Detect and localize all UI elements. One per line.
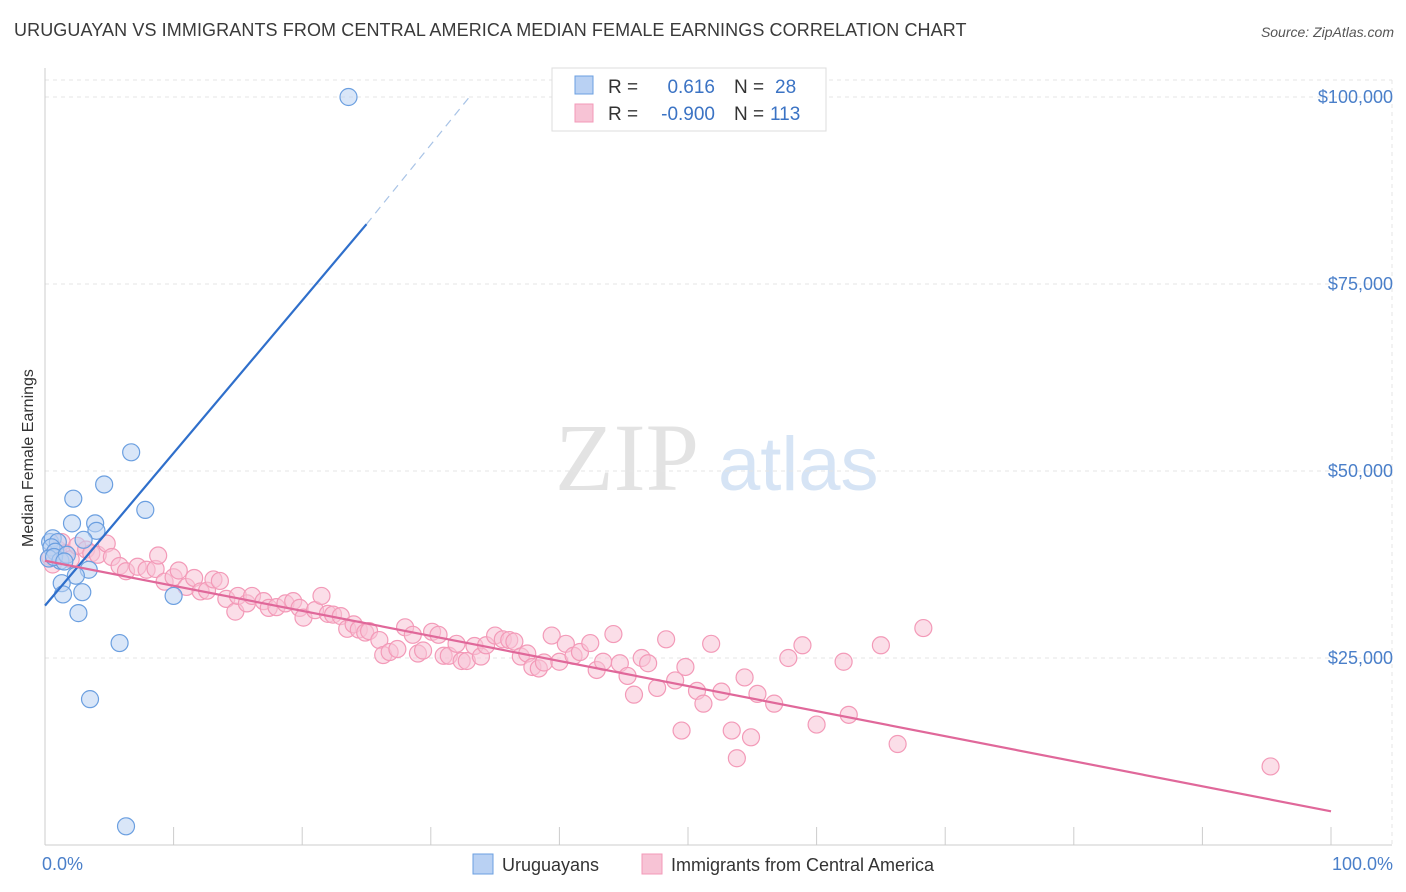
legend-r-label-2: R = (608, 104, 638, 125)
point-series1-97 (702, 634, 721, 653)
legend-n-label-1: N = (734, 77, 764, 98)
axes (44, 68, 1392, 846)
point-series1-20 (169, 561, 188, 580)
point-series1-109 (839, 705, 858, 724)
trend-lines (44, 96, 1332, 813)
point-series0-24 (164, 586, 183, 606)
point-series0-1 (122, 443, 141, 462)
legend-n-value-2: 113 (770, 104, 800, 125)
point-series1-52 (388, 639, 407, 659)
bottom-legend-central-america: Immigrants from Central America (671, 855, 935, 875)
point-series0-25 (69, 604, 88, 623)
point-series1-96 (694, 694, 713, 713)
point-series1-91 (657, 630, 676, 649)
watermark-zip: ZIP (555, 404, 699, 511)
legend-r-label-1: R = (608, 77, 638, 98)
point-series1-106 (793, 636, 812, 655)
watermark-atlas: atlas (718, 422, 879, 507)
point-series1-76 (542, 626, 561, 645)
legend-swatch-uruguayans (574, 75, 594, 95)
point-series0-3 (136, 500, 155, 519)
point-series0-28 (116, 817, 136, 836)
point-series1-102 (741, 728, 761, 747)
trend-line-uruguayans-extension (366, 96, 470, 225)
point-series0-8 (74, 530, 93, 549)
point-series0-18 (55, 552, 74, 571)
point-series1-17 (149, 546, 168, 565)
trend-line-central-america (44, 559, 1332, 813)
point-series1-110 (871, 636, 891, 655)
point-series1-89 (639, 654, 658, 673)
point-series1-54 (403, 625, 422, 644)
point-series1-58 (429, 625, 448, 644)
point-series1-113 (1261, 757, 1280, 776)
point-series1-101 (735, 668, 754, 687)
legend-r-value-1: 0.616 (667, 77, 715, 98)
point-series1-26 (210, 571, 229, 591)
y-tick-label-1: $50,000 (1328, 461, 1393, 481)
point-series0-0 (339, 87, 358, 107)
legend-r-value-2: -0.900 (661, 104, 715, 125)
x-tick-label-0: 0.0% (42, 854, 83, 874)
point-series0-4 (64, 489, 83, 508)
chart-title: URUGUAYAN VS IMMIGRANTS FROM CENTRAL AME… (14, 20, 967, 40)
point-series0-27 (80, 690, 100, 709)
point-series1-105 (779, 648, 798, 668)
y-tick-labels: $25,000 $50,000 $75,000 $100,000 (1318, 87, 1393, 668)
point-series1-94 (676, 657, 695, 677)
point-series0-22 (53, 585, 73, 604)
point-series1-40 (312, 586, 331, 606)
point-series1-108 (834, 652, 853, 671)
point-series1-111 (888, 734, 907, 754)
legend-n-label-2: N = (734, 104, 764, 125)
x-tick-label-1: 100.0% (1332, 854, 1393, 874)
bottom-legend-swatch-uruguayans (472, 853, 494, 875)
legend-swatch-central-america (574, 103, 594, 123)
point-series1-56 (413, 641, 433, 660)
point-series1-84 (604, 624, 623, 644)
y-axis-label: Median Female Earnings (20, 369, 37, 547)
bottom-legend-uruguayans: Uruguayans (502, 855, 599, 875)
point-series1-99 (722, 721, 741, 740)
y-tick-label-0: $25,000 (1328, 648, 1393, 668)
source-label: Source: ZipAtlas.com (1260, 24, 1394, 40)
point-series1-61 (447, 634, 466, 653)
y-tick-label-2: $75,000 (1328, 274, 1393, 294)
x-tick-labels: 0.0% 100.0% (42, 854, 1393, 874)
legend-box: R = 0.616 N = 28 R = -0.900 N = 113 (551, 67, 827, 132)
point-series1-81 (581, 633, 600, 653)
series-legend: Uruguayans Immigrants from Central Ameri… (472, 853, 935, 875)
point-series1-100 (727, 749, 746, 768)
trend-line-uruguayans (44, 223, 368, 607)
bottom-legend-swatch-central-america (641, 853, 663, 875)
data-points (39, 87, 1280, 836)
point-series0-23 (73, 583, 92, 602)
point-series0-26 (110, 633, 129, 653)
point-series1-87 (624, 685, 644, 704)
point-series0-7 (87, 521, 106, 540)
legend-n-value-1: 28 (775, 77, 796, 98)
point-series1-107 (807, 715, 826, 734)
point-series0-2 (95, 475, 114, 494)
point-series1-70 (505, 632, 524, 651)
point-series1-112 (914, 618, 933, 638)
point-series1-93 (672, 721, 691, 740)
y-tick-label-3: $100,000 (1318, 87, 1393, 107)
point-series0-6 (62, 514, 82, 533)
